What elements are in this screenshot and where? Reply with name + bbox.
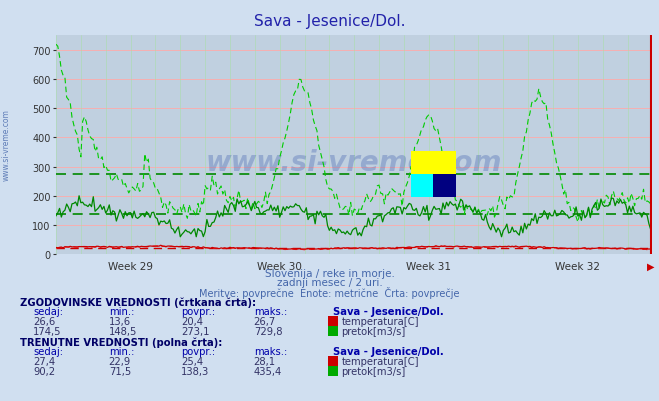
Text: Sava - Jesenice/Dol.: Sava - Jesenice/Dol. [333, 346, 444, 356]
Text: temperatura[C]: temperatura[C] [341, 356, 419, 366]
Text: 148,5: 148,5 [109, 326, 137, 336]
Polygon shape [411, 152, 456, 175]
Text: 71,5: 71,5 [109, 366, 131, 376]
Text: 273,1: 273,1 [181, 326, 210, 336]
Text: povpr.:: povpr.: [181, 306, 215, 316]
Text: 13,6: 13,6 [109, 316, 131, 326]
Text: maks.:: maks.: [254, 346, 287, 356]
Text: ▶: ▶ [647, 261, 654, 271]
Text: 90,2: 90,2 [33, 366, 55, 376]
Text: 25,4: 25,4 [181, 356, 204, 366]
Text: temperatura[C]: temperatura[C] [341, 316, 419, 326]
Text: povpr.:: povpr.: [181, 346, 215, 356]
Text: 27,4: 27,4 [33, 356, 55, 366]
Text: Meritve: povprečne  Enote: metrične  Črta: povprečje: Meritve: povprečne Enote: metrične Črta:… [199, 286, 460, 298]
Text: 435,4: 435,4 [254, 366, 282, 376]
Text: Sava - Jesenice/Dol.: Sava - Jesenice/Dol. [333, 306, 444, 316]
Text: 26,6: 26,6 [33, 316, 55, 326]
Text: 20,4: 20,4 [181, 316, 203, 326]
Text: 28,1: 28,1 [254, 356, 276, 366]
Text: Week 29: Week 29 [108, 261, 153, 271]
Text: zadnji mesec / 2 uri.: zadnji mesec / 2 uri. [277, 277, 382, 288]
Polygon shape [411, 175, 434, 198]
Text: Week 31: Week 31 [406, 261, 451, 271]
Text: 138,3: 138,3 [181, 366, 210, 376]
Text: pretok[m3/s]: pretok[m3/s] [341, 326, 405, 336]
Text: Week 30: Week 30 [257, 261, 302, 271]
Polygon shape [411, 175, 434, 198]
Text: maks.:: maks.: [254, 306, 287, 316]
Text: Sava - Jesenice/Dol.: Sava - Jesenice/Dol. [254, 14, 405, 29]
Text: ZGODOVINSKE VREDNOSTI (črtkana črta):: ZGODOVINSKE VREDNOSTI (črtkana črta): [20, 297, 256, 307]
Text: 26,7: 26,7 [254, 316, 276, 326]
Text: sedaj:: sedaj: [33, 346, 63, 356]
Text: min.:: min.: [109, 306, 134, 316]
Text: TRENUTNE VREDNOSTI (polna črta):: TRENUTNE VREDNOSTI (polna črta): [20, 337, 222, 347]
Text: 729,8: 729,8 [254, 326, 282, 336]
Text: Week 32: Week 32 [556, 261, 600, 271]
Text: Slovenija / reke in morje.: Slovenija / reke in morje. [264, 269, 395, 279]
Polygon shape [434, 175, 456, 198]
Text: www.si-vreme.com: www.si-vreme.com [2, 109, 11, 180]
Text: min.:: min.: [109, 346, 134, 356]
Text: sedaj:: sedaj: [33, 306, 63, 316]
Text: www.si-vreme.com: www.si-vreme.com [206, 149, 502, 177]
Text: pretok[m3/s]: pretok[m3/s] [341, 366, 405, 376]
Text: 174,5: 174,5 [33, 326, 61, 336]
Text: 22,9: 22,9 [109, 356, 131, 366]
